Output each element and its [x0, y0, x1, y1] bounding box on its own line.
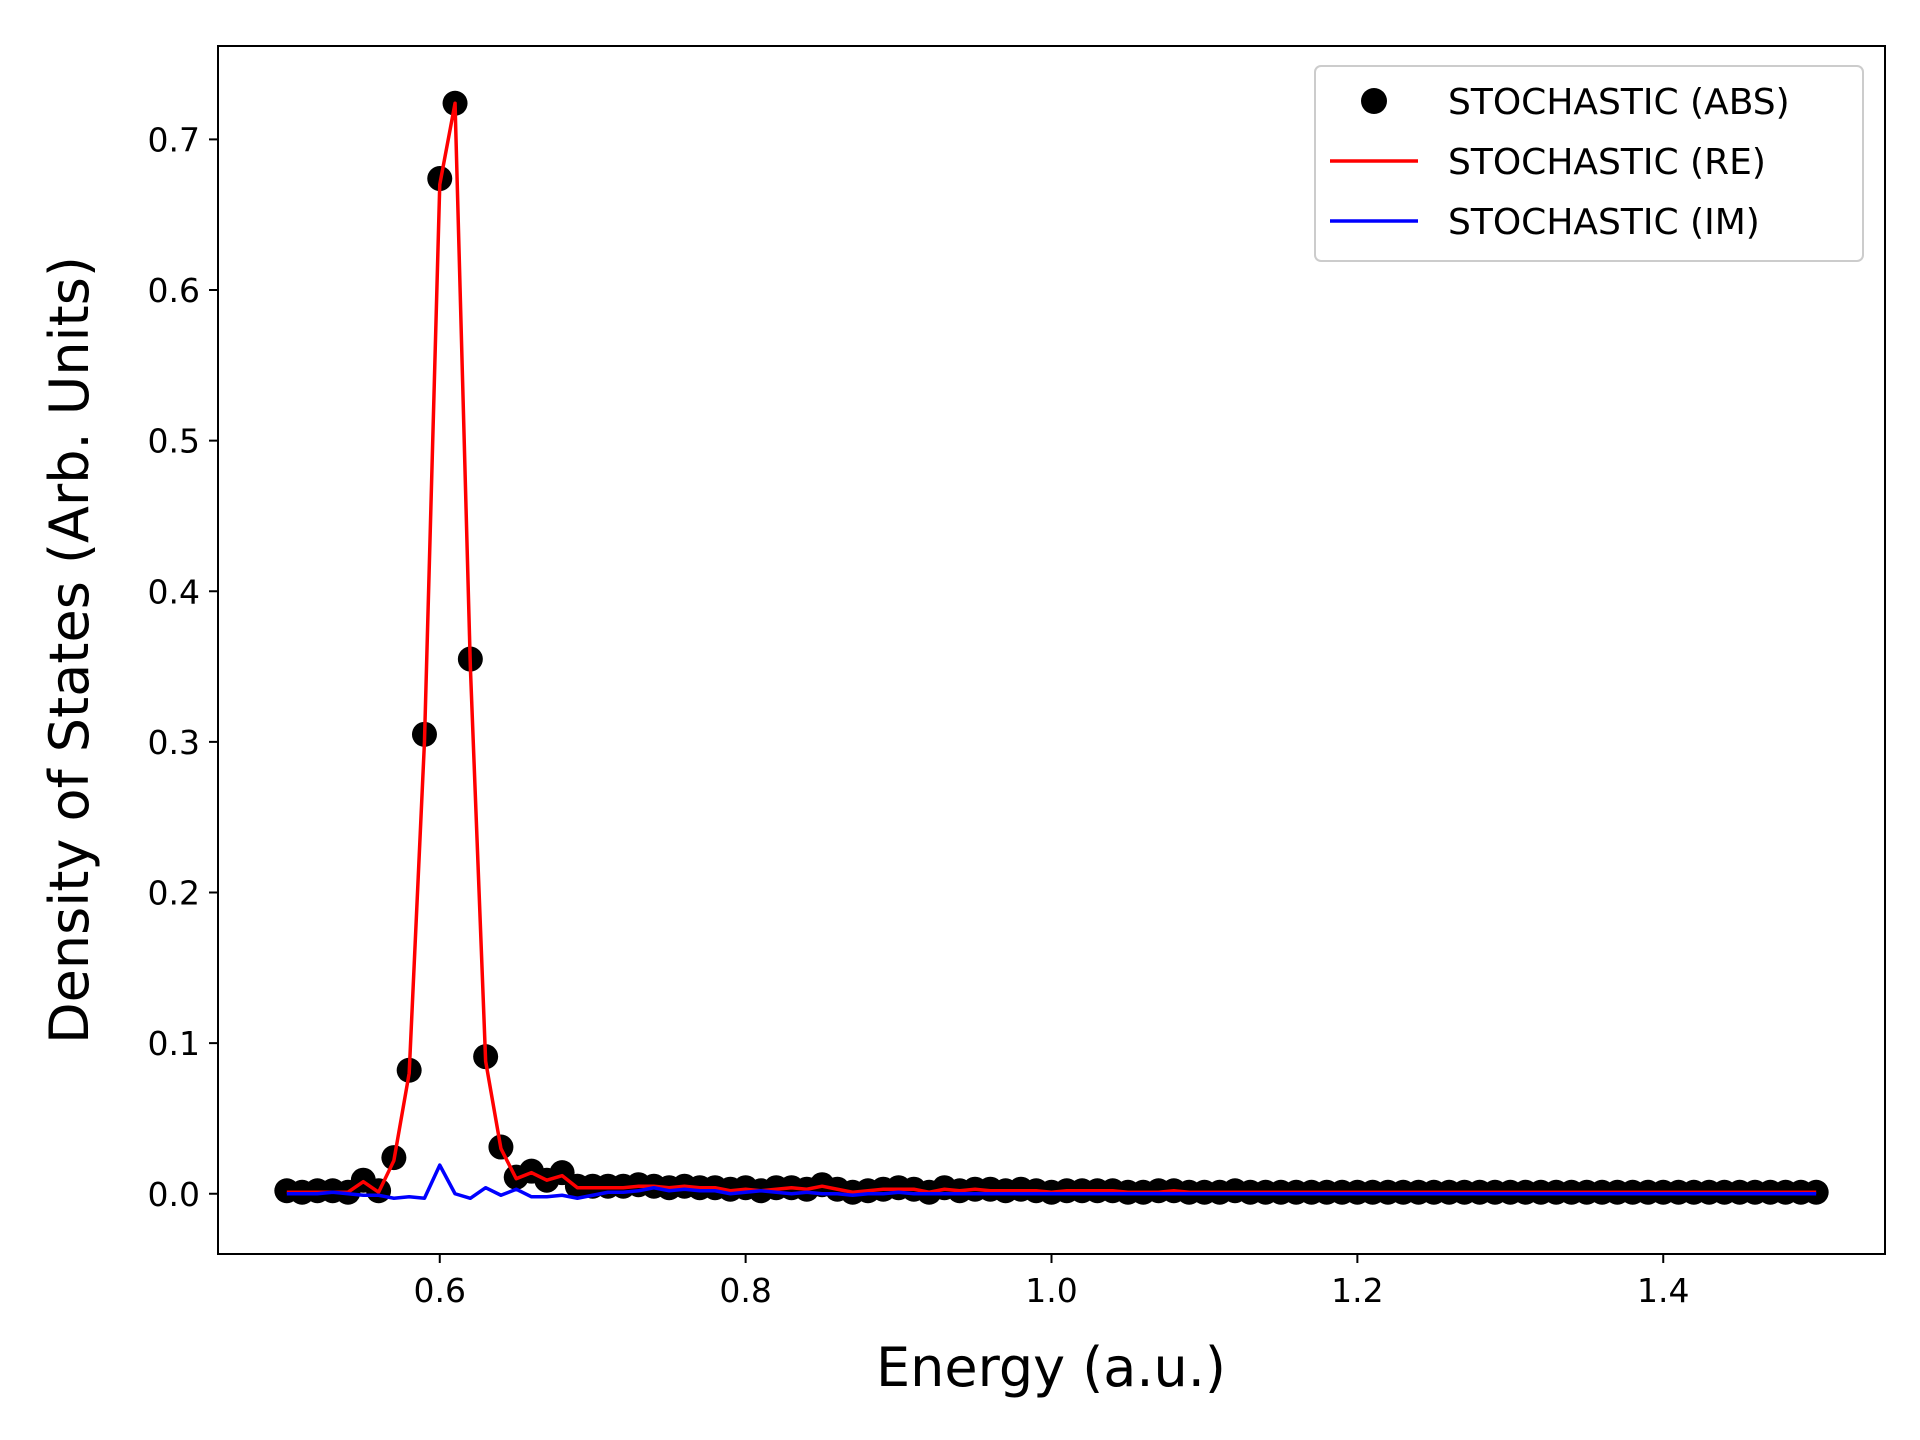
y-tick-label: 0.6: [148, 271, 200, 310]
y-tick-label: 0.4: [148, 572, 200, 611]
x-tick-label: 1.4: [1637, 1271, 1689, 1310]
x-tick-label: 1.2: [1331, 1271, 1383, 1310]
legend-label-abs: STOCHASTIC (ABS): [1448, 82, 1790, 123]
im-series-line: [286, 1163, 1817, 1201]
x-tick-label: 1.0: [1025, 1271, 1077, 1310]
x-axis-label: Energy (a.u.): [876, 1336, 1226, 1399]
y-tick-label: 0.1: [148, 1024, 200, 1063]
legend-label-re: STOCHASTIC (RE): [1448, 142, 1766, 183]
plot-area: [274, 90, 1829, 1205]
y-tick-label: 0.2: [148, 874, 200, 913]
x-tick-label: 0.6: [414, 1271, 466, 1310]
legend-label-im: STOCHASTIC (IM): [1448, 202, 1760, 243]
legend-marker-abs: [1361, 88, 1387, 114]
legend: STOCHASTIC (ABS) STOCHASTIC (RE) STOCHAS…: [1314, 65, 1864, 262]
y-tick-label: 0.0: [148, 1175, 200, 1214]
legend-box: [1314, 65, 1864, 262]
y-tick-label: 0.7: [148, 120, 200, 159]
y-tick-label: 0.5: [148, 422, 200, 461]
y-axis-label: Density of States (Arb. Units): [38, 256, 101, 1044]
y-tick-label: 0.3: [148, 723, 200, 762]
tick-layer: 0.6 0.8 1.0 1.2 1.4 0.0 0.1 0.2 0.3 0.4 0.5 0.6 0.7: [148, 120, 1690, 1310]
x-tick-label: 0.8: [719, 1271, 771, 1310]
